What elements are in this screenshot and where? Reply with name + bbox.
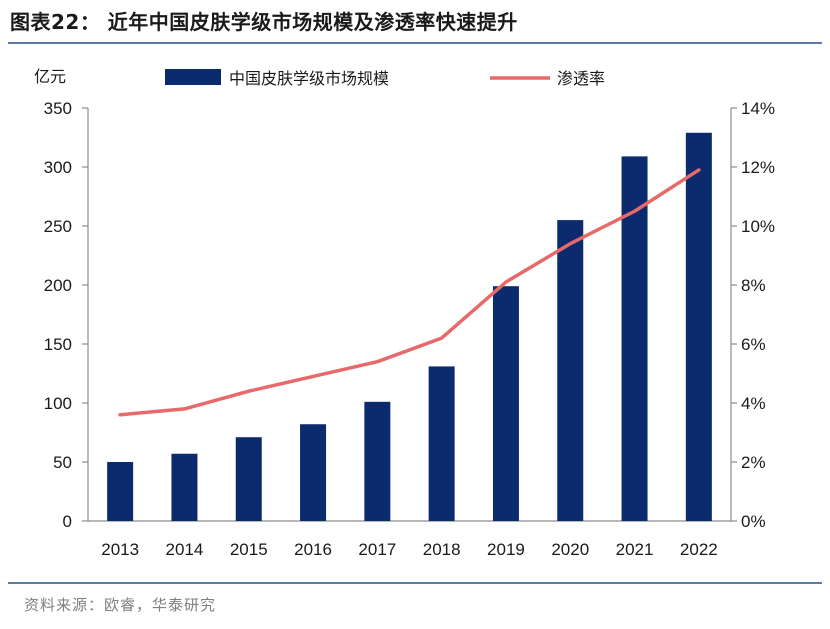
y-tick-label-left: 100 <box>44 394 72 413</box>
y-tick-label-left: 300 <box>44 158 72 177</box>
x-tick-label: 2019 <box>487 540 525 559</box>
title-divider <box>8 42 822 44</box>
x-tick-label: 2014 <box>166 540 204 559</box>
bar-2019 <box>492 286 519 521</box>
chart-title: 图表22： 近年中国皮肤学级市场规模及渗透率快速提升 <box>10 10 518 34</box>
x-tick-label: 2015 <box>230 540 268 559</box>
chart: 亿元 中国皮肤学级市场规模 渗透率 0501001502002503003500… <box>34 67 775 559</box>
x-tick-labels: 2013 2014 2015 2016 2017 2018 2019 2020 2021 2022 <box>101 540 718 559</box>
x-tick-label: 2021 <box>616 540 654 559</box>
y-tick-label-right: 6% <box>741 335 766 354</box>
y-tick-label-right: 8% <box>741 276 766 295</box>
legend-label-bar: 中国皮肤学级市场规模 <box>229 69 389 88</box>
legend: 中国皮肤学级市场规模 渗透率 <box>165 69 605 88</box>
legend-label-line: 渗透率 <box>557 69 605 88</box>
y-tick-label-left: 250 <box>44 217 72 236</box>
x-tick-label: 2022 <box>680 540 718 559</box>
y-tick-label-left: 0 <box>63 512 72 531</box>
x-tick-label: 2013 <box>101 540 139 559</box>
bar-2013 <box>107 462 134 521</box>
y-tick-label-left: 350 <box>44 99 72 118</box>
y-tick-label-left: 150 <box>44 335 72 354</box>
y-axis-unit-label: 亿元 <box>34 67 66 86</box>
y-tick-label-right: 4% <box>741 394 766 413</box>
y-tick-label-right: 2% <box>741 453 766 472</box>
x-tick-label: 2018 <box>423 540 461 559</box>
y-tick-label-right: 12% <box>741 158 775 177</box>
y-tick-label-right: 0% <box>741 512 766 531</box>
bar-2016 <box>300 424 327 521</box>
y-tick-label-left: 200 <box>44 276 72 295</box>
source-note: 资料来源：欧睿，华泰研究 <box>24 596 217 614</box>
bar-2020 <box>557 220 584 521</box>
bar-2015 <box>235 437 262 521</box>
legend-swatch-bar <box>165 69 221 85</box>
footer-divider <box>8 582 822 584</box>
y-tick-label-right: 10% <box>741 217 775 236</box>
x-tick-label: 2016 <box>294 540 332 559</box>
bar-2018 <box>428 366 455 521</box>
bar-2017 <box>364 401 391 521</box>
axes: 0 50 100 150 200 250 300 350 0% 2% 4% 6% 8% 10% 12% 14% <box>44 99 775 531</box>
x-tick-label: 2017 <box>358 540 396 559</box>
penetration-line <box>118 168 701 417</box>
bar-2014 <box>171 453 198 521</box>
bar-2022 <box>685 132 712 521</box>
penetration-line-path <box>118 168 701 417</box>
bars <box>107 132 712 521</box>
y-tick-label-left: 50 <box>53 453 72 472</box>
y-tick-label-right: 14% <box>741 99 775 118</box>
x-tick-label: 2020 <box>551 540 589 559</box>
